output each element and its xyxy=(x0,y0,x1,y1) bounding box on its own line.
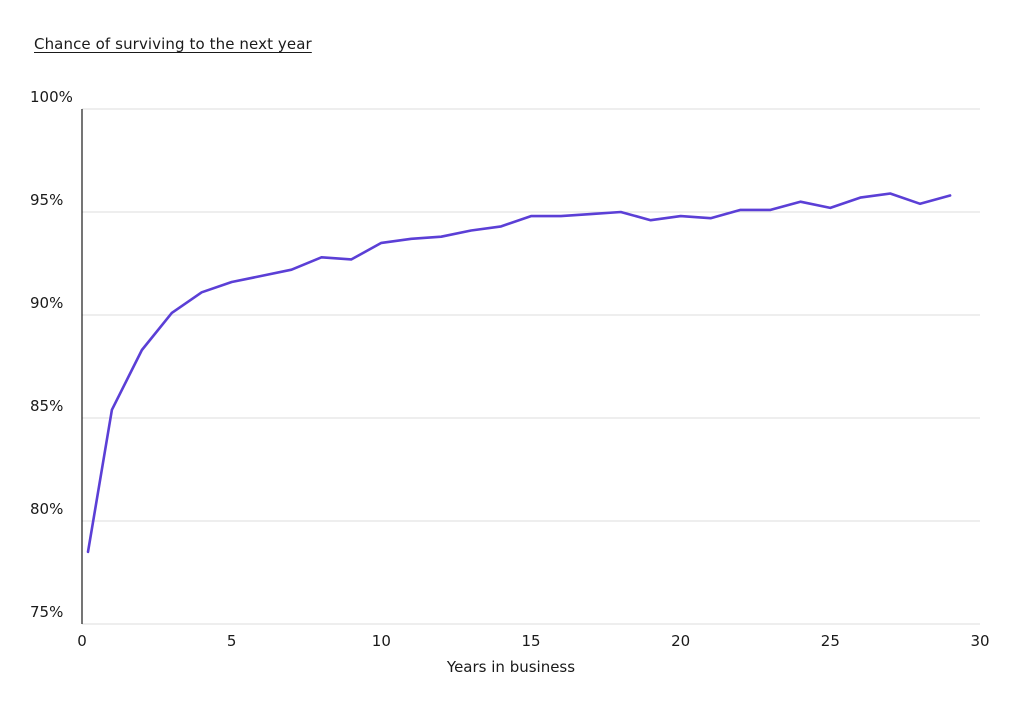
y-tick-label: 90% xyxy=(30,294,63,312)
x-tick-label: 5 xyxy=(227,632,237,650)
x-tick-label: 0 xyxy=(77,632,87,650)
x-tick-label: 10 xyxy=(372,632,391,650)
series-line xyxy=(86,192,952,554)
gridlines xyxy=(82,108,980,625)
x-axis-label: Years in business xyxy=(446,658,575,676)
chart-title: Chance of surviving to the next year xyxy=(34,35,312,53)
series-layer xyxy=(86,192,952,554)
y-tick-label: 85% xyxy=(30,397,63,415)
x-tick-label: 20 xyxy=(671,632,690,650)
x-tick-label: 25 xyxy=(821,632,840,650)
y-tick-label: 75% xyxy=(30,603,63,621)
y-tick-labels: 75% 80% 85% 90% 95% 100% xyxy=(30,88,73,621)
x-tick-labels: 0 5 10 15 20 25 30 xyxy=(77,632,989,650)
y-tick-label: 95% xyxy=(30,191,63,209)
y-tick-label: 80% xyxy=(30,500,63,518)
y-tick-label: 100% xyxy=(30,88,73,106)
x-tick-label: 30 xyxy=(970,632,989,650)
x-tick-label: 15 xyxy=(521,632,540,650)
